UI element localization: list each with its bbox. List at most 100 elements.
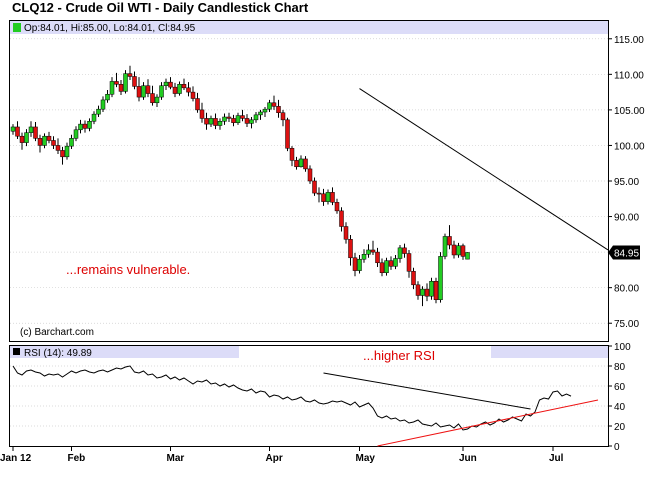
rsi-tick-label: 20 xyxy=(614,422,626,433)
rsi-legend-band-right xyxy=(491,346,608,358)
candle-up xyxy=(361,253,367,260)
rsi-tick-label: 60 xyxy=(614,382,626,393)
candle-down xyxy=(127,73,133,77)
price-trendline xyxy=(359,88,609,251)
price-tick-label: 90.00 xyxy=(614,213,639,224)
candle-up xyxy=(384,260,389,273)
candle-up xyxy=(100,99,106,110)
candle-up xyxy=(456,245,461,256)
candle-up xyxy=(42,135,47,146)
candle-down xyxy=(424,288,430,297)
price-legend: Op:84.01, Hi:85.00, Lo:84.01, Cl:84.95 xyxy=(24,23,196,34)
rsi-tick-label: 40 xyxy=(614,402,626,413)
candle-up xyxy=(249,119,254,124)
candle-down xyxy=(402,247,407,254)
candle-down xyxy=(451,244,457,256)
price-tick-label: 95.00 xyxy=(614,177,639,188)
candle-down xyxy=(231,118,236,123)
candle-down xyxy=(303,158,308,170)
rsi-legend: RSI (14): 49.89 xyxy=(24,348,92,359)
x-tick-label: Feb xyxy=(68,453,86,464)
candle-up xyxy=(325,192,331,202)
price-tick-label: 105.00 xyxy=(614,106,645,117)
price-annotation: ...remains vulnerable. xyxy=(66,262,190,277)
candle-up xyxy=(267,102,272,110)
candle-down xyxy=(195,98,200,111)
x-tick-label: Jun xyxy=(459,453,477,464)
candle-down xyxy=(181,84,187,89)
candle-down xyxy=(460,245,466,257)
candle-up xyxy=(298,158,304,168)
candle-down xyxy=(285,119,290,149)
candle-down xyxy=(226,116,232,119)
candle-down xyxy=(118,84,124,92)
candle-down xyxy=(388,260,394,267)
candle-down xyxy=(168,81,173,88)
candle-down xyxy=(204,118,209,125)
candle-down xyxy=(271,102,277,107)
candle-up xyxy=(96,108,101,115)
candle-up xyxy=(397,247,403,259)
candle-up xyxy=(235,115,241,123)
candle-down xyxy=(316,192,322,195)
price-legend-band xyxy=(10,21,608,34)
rsi-tick-label: 80 xyxy=(614,362,626,373)
candle-down xyxy=(213,118,218,126)
candle-down xyxy=(379,262,385,273)
candle-down xyxy=(411,271,416,286)
candle-up xyxy=(208,118,214,125)
candle-down xyxy=(447,236,452,246)
candle-up xyxy=(64,145,70,158)
candle-up xyxy=(87,121,92,129)
price-tick-label: 75.00 xyxy=(614,319,639,330)
candle-up xyxy=(69,138,74,147)
chart-title: CLQ12 - Crude Oil WTI - Daily Candlestic… xyxy=(12,0,309,15)
candle-down xyxy=(312,180,317,194)
candle-up xyxy=(217,121,223,126)
candle-up xyxy=(366,249,371,255)
x-tick-label: May xyxy=(356,453,376,464)
price-tick-label: 115.00 xyxy=(614,35,644,46)
candle-down xyxy=(60,150,65,158)
candle-up xyxy=(438,256,443,301)
rsi-support-line xyxy=(377,399,599,447)
price-tick-label: 100.00 xyxy=(614,141,645,152)
candle-down xyxy=(307,168,313,182)
candle-up xyxy=(24,132,29,143)
rsi-annotation: ...higher RSI xyxy=(363,348,435,363)
candle-down xyxy=(51,140,56,146)
candle-up xyxy=(10,126,16,132)
candle-down xyxy=(348,239,353,259)
price-tick-label: 110.00 xyxy=(614,70,644,81)
candle-up xyxy=(28,126,34,133)
candle-down xyxy=(280,112,286,121)
last-price-label: 84.95 xyxy=(614,248,639,259)
candle-down xyxy=(132,76,137,87)
candle-down xyxy=(190,91,196,99)
rsi-tick-label: 0 xyxy=(614,442,620,453)
candle-down xyxy=(352,257,358,271)
candle-up xyxy=(154,96,160,104)
rsi-tick-label: 100 xyxy=(614,342,631,353)
candle-down xyxy=(15,126,20,137)
candle-down xyxy=(145,85,151,94)
candle-up xyxy=(78,123,83,131)
rsi-series-line xyxy=(12,365,572,431)
rsi-swatch-icon xyxy=(13,348,20,355)
candle-down xyxy=(339,210,344,227)
candle-down xyxy=(406,253,412,272)
candle-up xyxy=(357,258,362,271)
candle-down xyxy=(136,86,142,98)
candle-down xyxy=(186,87,191,93)
candle-down xyxy=(330,192,335,203)
last-price-marker: 84.95 xyxy=(608,245,640,260)
candle-up xyxy=(91,113,97,122)
x-tick-label: Jan 12 xyxy=(0,453,32,464)
candle-up xyxy=(109,81,115,95)
candle-down xyxy=(150,93,155,104)
candle-down xyxy=(33,126,38,139)
candle-up xyxy=(258,111,263,116)
candle-down xyxy=(294,160,299,168)
candle-down xyxy=(289,148,295,161)
